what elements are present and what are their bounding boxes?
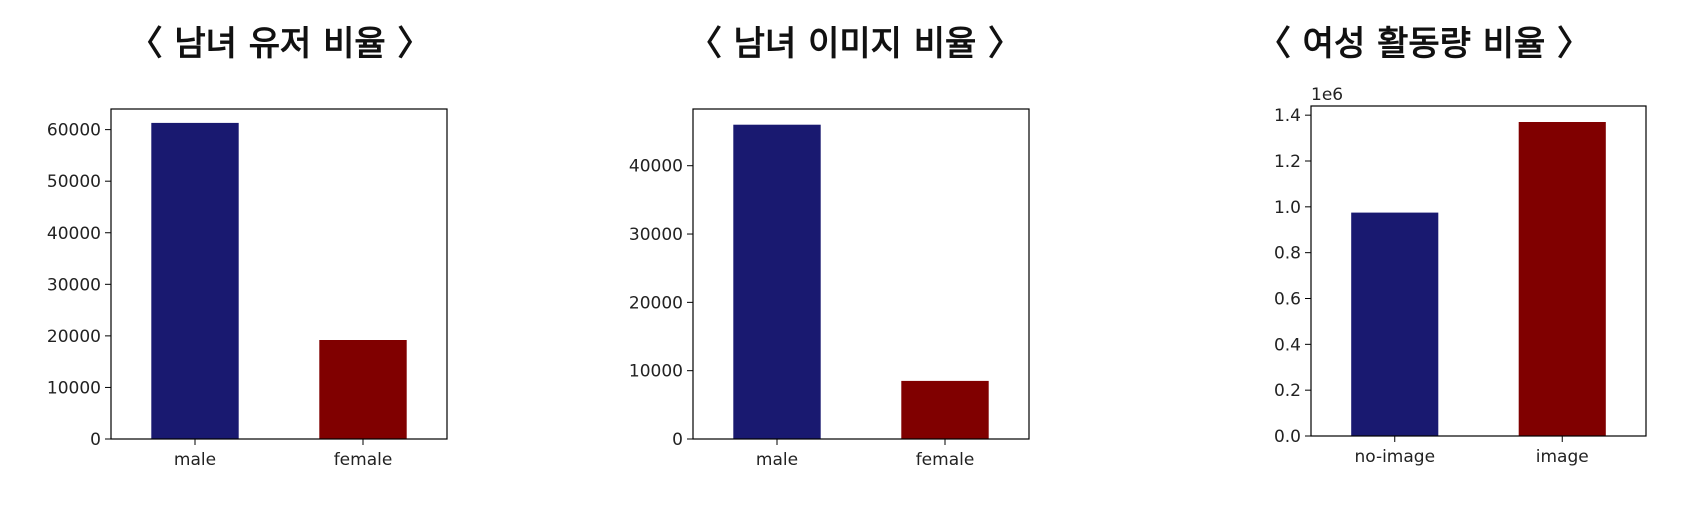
y-tick-label: 0.6 (1274, 290, 1301, 310)
x-tick-label: no-image (1354, 447, 1435, 467)
bar-male (733, 124, 821, 439)
bar-no-image (1351, 212, 1439, 436)
y-tick-label: 40000 (629, 157, 683, 177)
plot-frame (1310, 105, 1647, 437)
y-tick-label: 0 (672, 430, 683, 450)
x-tick-label: male (756, 450, 798, 470)
bar-chart: male female 0 10000 20000 30000 40000 (629, 108, 1030, 470)
chart-title: 〈 남녀 이미지 비율 〉 (687, 24, 1023, 64)
y-offset-label: 1e6 (1311, 85, 1343, 105)
chart-panel-3: 〈 여성 활동량 비율 〉 no-image image 0.0 0.2 0.4 0.6 0… (1150, 0, 1698, 514)
y-tick-label: 50000 (47, 172, 101, 192)
y-tick-label: 60000 (47, 121, 101, 141)
bar-female (901, 380, 989, 439)
y-tick-label: 20000 (629, 293, 683, 313)
x-tick-label: female (916, 450, 975, 470)
plot-frame (692, 108, 1030, 440)
y-tick-label: 0.0 (1274, 427, 1301, 447)
bar-chart: male female 0 10000 20000 30000 40000 50000 6000… (47, 108, 448, 470)
x-tick-label: male (174, 450, 216, 470)
x-tick-label: image (1536, 447, 1589, 467)
bar-male (151, 122, 239, 440)
y-tick-label: 30000 (47, 275, 101, 295)
y-tick-label: 0.8 (1274, 244, 1301, 264)
y-tick-label: 10000 (629, 362, 683, 382)
bar-image (1518, 122, 1606, 436)
chart-panel-1: 〈 남녀 유저 비율 〉 male female 0 10000 20000 30000 4… (0, 0, 560, 514)
bar-female (319, 340, 407, 439)
bar-chart: no-image image 0.0 0.2 0.4 0.6 0.8 1.0 1.2 1.4 1e6 (1274, 85, 1647, 467)
y-tick-label: 20000 (47, 327, 101, 347)
y-tick-label: 0.4 (1274, 335, 1301, 355)
y-tick-label: 0 (90, 430, 101, 450)
y-tick-label: 30000 (629, 225, 683, 245)
plot-frame (110, 108, 448, 440)
x-tick-label: female (334, 450, 393, 470)
chart-title: 〈 여성 활동량 비율 〉 (1256, 24, 1592, 64)
chart-panel-2: 〈 남녀 이미지 비율 〉 male female 0 10000 20000 30000… (575, 0, 1135, 514)
y-tick-label: 1.4 (1274, 106, 1301, 126)
chart-title: 〈 남녀 유저 비율 〉 (128, 24, 432, 64)
y-tick-label: 0.2 (1274, 381, 1301, 401)
y-tick-label: 10000 (47, 378, 101, 398)
y-tick-label: 40000 (47, 224, 101, 244)
y-tick-label: 1.2 (1274, 152, 1301, 172)
y-tick-label: 1.0 (1274, 198, 1301, 218)
